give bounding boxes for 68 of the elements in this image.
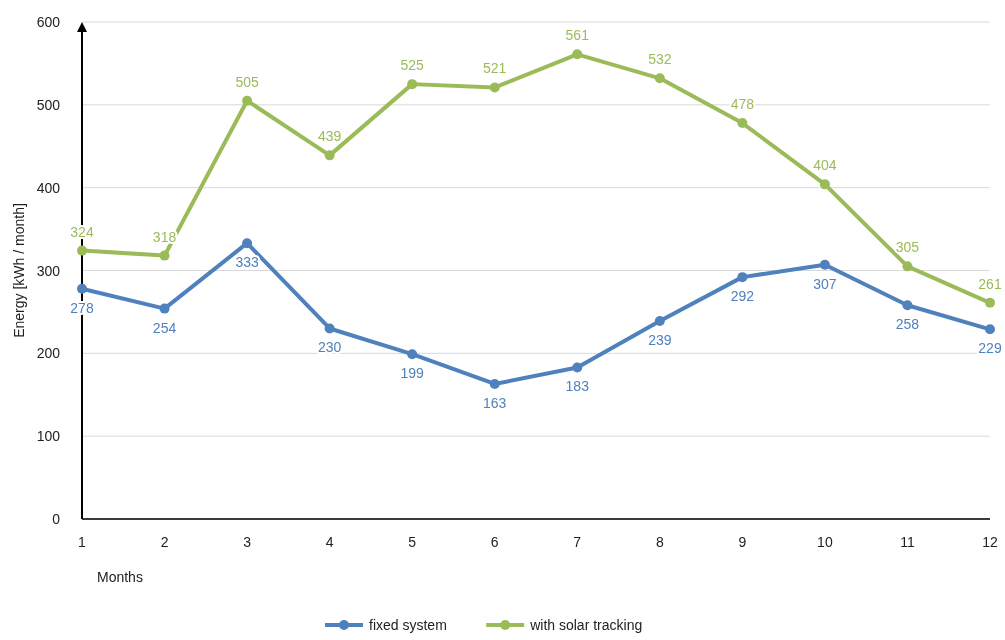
point bbox=[159, 250, 170, 261]
point bbox=[489, 82, 500, 93]
data-label: 254 bbox=[152, 319, 177, 336]
data-label: 163 bbox=[483, 394, 507, 411]
point bbox=[242, 95, 253, 106]
data-label: 478 bbox=[730, 96, 755, 113]
x-tick-label: 1 bbox=[78, 534, 87, 550]
point bbox=[572, 362, 583, 373]
x-tick-label: 12 bbox=[982, 534, 998, 550]
x-tick-label: 8 bbox=[655, 534, 664, 550]
point bbox=[242, 238, 253, 249]
data-label: 230 bbox=[317, 339, 342, 356]
data-label: 261 bbox=[978, 275, 1002, 292]
data-label: 439 bbox=[317, 128, 342, 145]
point bbox=[985, 297, 995, 308]
x-tick-label: 10 bbox=[817, 534, 833, 550]
data-label: 561 bbox=[565, 27, 590, 44]
data-label: 199 bbox=[400, 365, 425, 382]
x-tick-label: 3 bbox=[243, 534, 252, 550]
data-label: 305 bbox=[895, 239, 920, 256]
x-tick-label: 11 bbox=[900, 534, 915, 550]
point bbox=[572, 49, 583, 60]
data-label: 532 bbox=[648, 51, 672, 68]
point bbox=[324, 150, 335, 161]
x-tick-label: 5 bbox=[408, 534, 417, 550]
data-label: 229 bbox=[978, 340, 1002, 357]
y-tick-label: 200 bbox=[36, 345, 61, 362]
y-tick-label: 500 bbox=[36, 96, 61, 113]
y-tick-label: 300 bbox=[36, 262, 61, 279]
point bbox=[489, 378, 500, 389]
data-label: 258 bbox=[895, 316, 920, 333]
point bbox=[737, 118, 748, 129]
point bbox=[737, 272, 748, 283]
data-label: 307 bbox=[813, 275, 837, 292]
legend-label: with solar tracking bbox=[529, 617, 643, 633]
point bbox=[654, 73, 665, 84]
point bbox=[819, 259, 830, 270]
x-tick-label: 9 bbox=[738, 534, 747, 550]
data-label: 183 bbox=[565, 378, 590, 395]
y-axis-title: Energy [kWh / month] bbox=[11, 203, 27, 338]
point bbox=[654, 316, 665, 327]
point bbox=[77, 245, 87, 256]
data-label: 521 bbox=[483, 60, 507, 77]
x-axis-title: Months bbox=[97, 569, 143, 585]
point bbox=[902, 261, 913, 272]
data-label: 404 bbox=[813, 157, 837, 174]
data-label: 239 bbox=[648, 332, 672, 349]
data-label: 505 bbox=[235, 73, 259, 90]
point bbox=[407, 79, 418, 90]
legend-label: fixed system bbox=[369, 617, 447, 633]
y-tick-label: 0 bbox=[52, 511, 61, 527]
point bbox=[819, 179, 830, 190]
y-tick-label: 100 bbox=[36, 428, 61, 445]
x-tick-label: 6 bbox=[490, 534, 499, 550]
data-label: 525 bbox=[400, 57, 425, 74]
x-tick-label: 2 bbox=[160, 534, 169, 550]
point bbox=[324, 323, 335, 334]
data-label: 333 bbox=[235, 254, 259, 271]
point bbox=[407, 349, 418, 360]
data-label: 292 bbox=[730, 288, 755, 305]
x-tick-label: 7 bbox=[573, 534, 582, 550]
point bbox=[985, 324, 995, 335]
y-tick-label: 400 bbox=[36, 179, 61, 196]
y-tick-label: 600 bbox=[36, 14, 61, 30]
x-tick-label: 4 bbox=[325, 534, 334, 550]
point bbox=[159, 303, 170, 314]
point bbox=[77, 283, 87, 294]
point bbox=[902, 300, 913, 311]
